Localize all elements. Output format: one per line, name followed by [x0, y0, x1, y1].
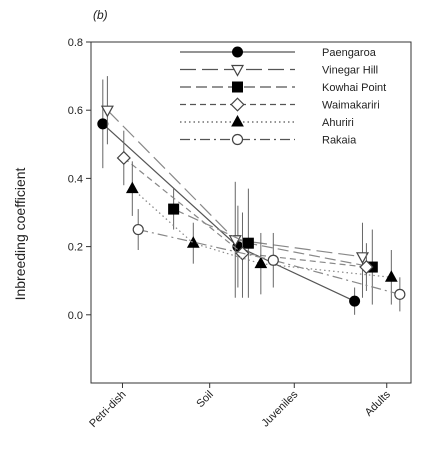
y-axis-label: Inbreeding coefficient	[12, 167, 28, 300]
series-line	[103, 124, 355, 301]
data-point	[98, 119, 108, 129]
legend-label: Kowhai Point	[322, 82, 386, 94]
legend-marker	[233, 47, 243, 57]
legend-entry: Kowhai Point	[180, 82, 386, 94]
series-waimakariri	[118, 131, 373, 298]
x-tick-label: Soil	[194, 389, 215, 410]
y-tick-label: 0.6	[68, 105, 83, 117]
legend-label: Waimakariri	[322, 100, 380, 112]
legend-label: Rakaia	[322, 135, 357, 147]
series-layer	[98, 76, 405, 315]
data-point	[133, 225, 143, 235]
data-point	[268, 255, 278, 265]
y-tick-label: 0.0	[68, 310, 83, 322]
legend-entry: Ahuriri	[180, 116, 354, 129]
legend-marker	[233, 135, 243, 145]
legend-marker	[233, 82, 243, 92]
x-tick-label: Petri-dish	[87, 389, 128, 430]
legend-entry: Vinegar Hill	[180, 65, 378, 77]
legend-entry: Rakaia	[180, 135, 357, 147]
data-point	[169, 204, 179, 214]
legend-entry: Paengaroa	[180, 47, 377, 59]
data-point	[350, 296, 360, 306]
legend-label: Ahuriri	[322, 117, 354, 129]
y-tick-label: 0.8	[68, 37, 83, 49]
x-axis: Petri-dish Soil Juveniles Adults	[87, 383, 393, 430]
legend: Paengaroa Vinegar Hill Kowhai Point Waimaka…	[180, 47, 386, 147]
data-point	[395, 289, 405, 299]
x-tick-label: Adults	[363, 388, 393, 418]
y-tick-label: 0.4	[68, 173, 83, 185]
series-paengaroa	[98, 80, 360, 315]
legend-label: Vinegar Hill	[322, 65, 378, 77]
data-point	[243, 238, 253, 248]
y-tick-label: 0.2	[68, 242, 83, 254]
data-point	[127, 183, 138, 193]
legend-marker	[231, 98, 244, 111]
y-axis: 0.0 0.2 0.4 0.6 0.8	[68, 37, 91, 322]
legend-label: Paengaroa	[322, 47, 377, 59]
x-tick-label: Juveniles	[259, 388, 300, 429]
legend-marker	[232, 66, 243, 76]
legend-entry: Waimakariri	[180, 98, 380, 111]
legend-marker	[232, 116, 243, 126]
panel-label: (b)	[93, 8, 108, 22]
data-point	[188, 237, 199, 247]
data-point	[118, 152, 130, 165]
